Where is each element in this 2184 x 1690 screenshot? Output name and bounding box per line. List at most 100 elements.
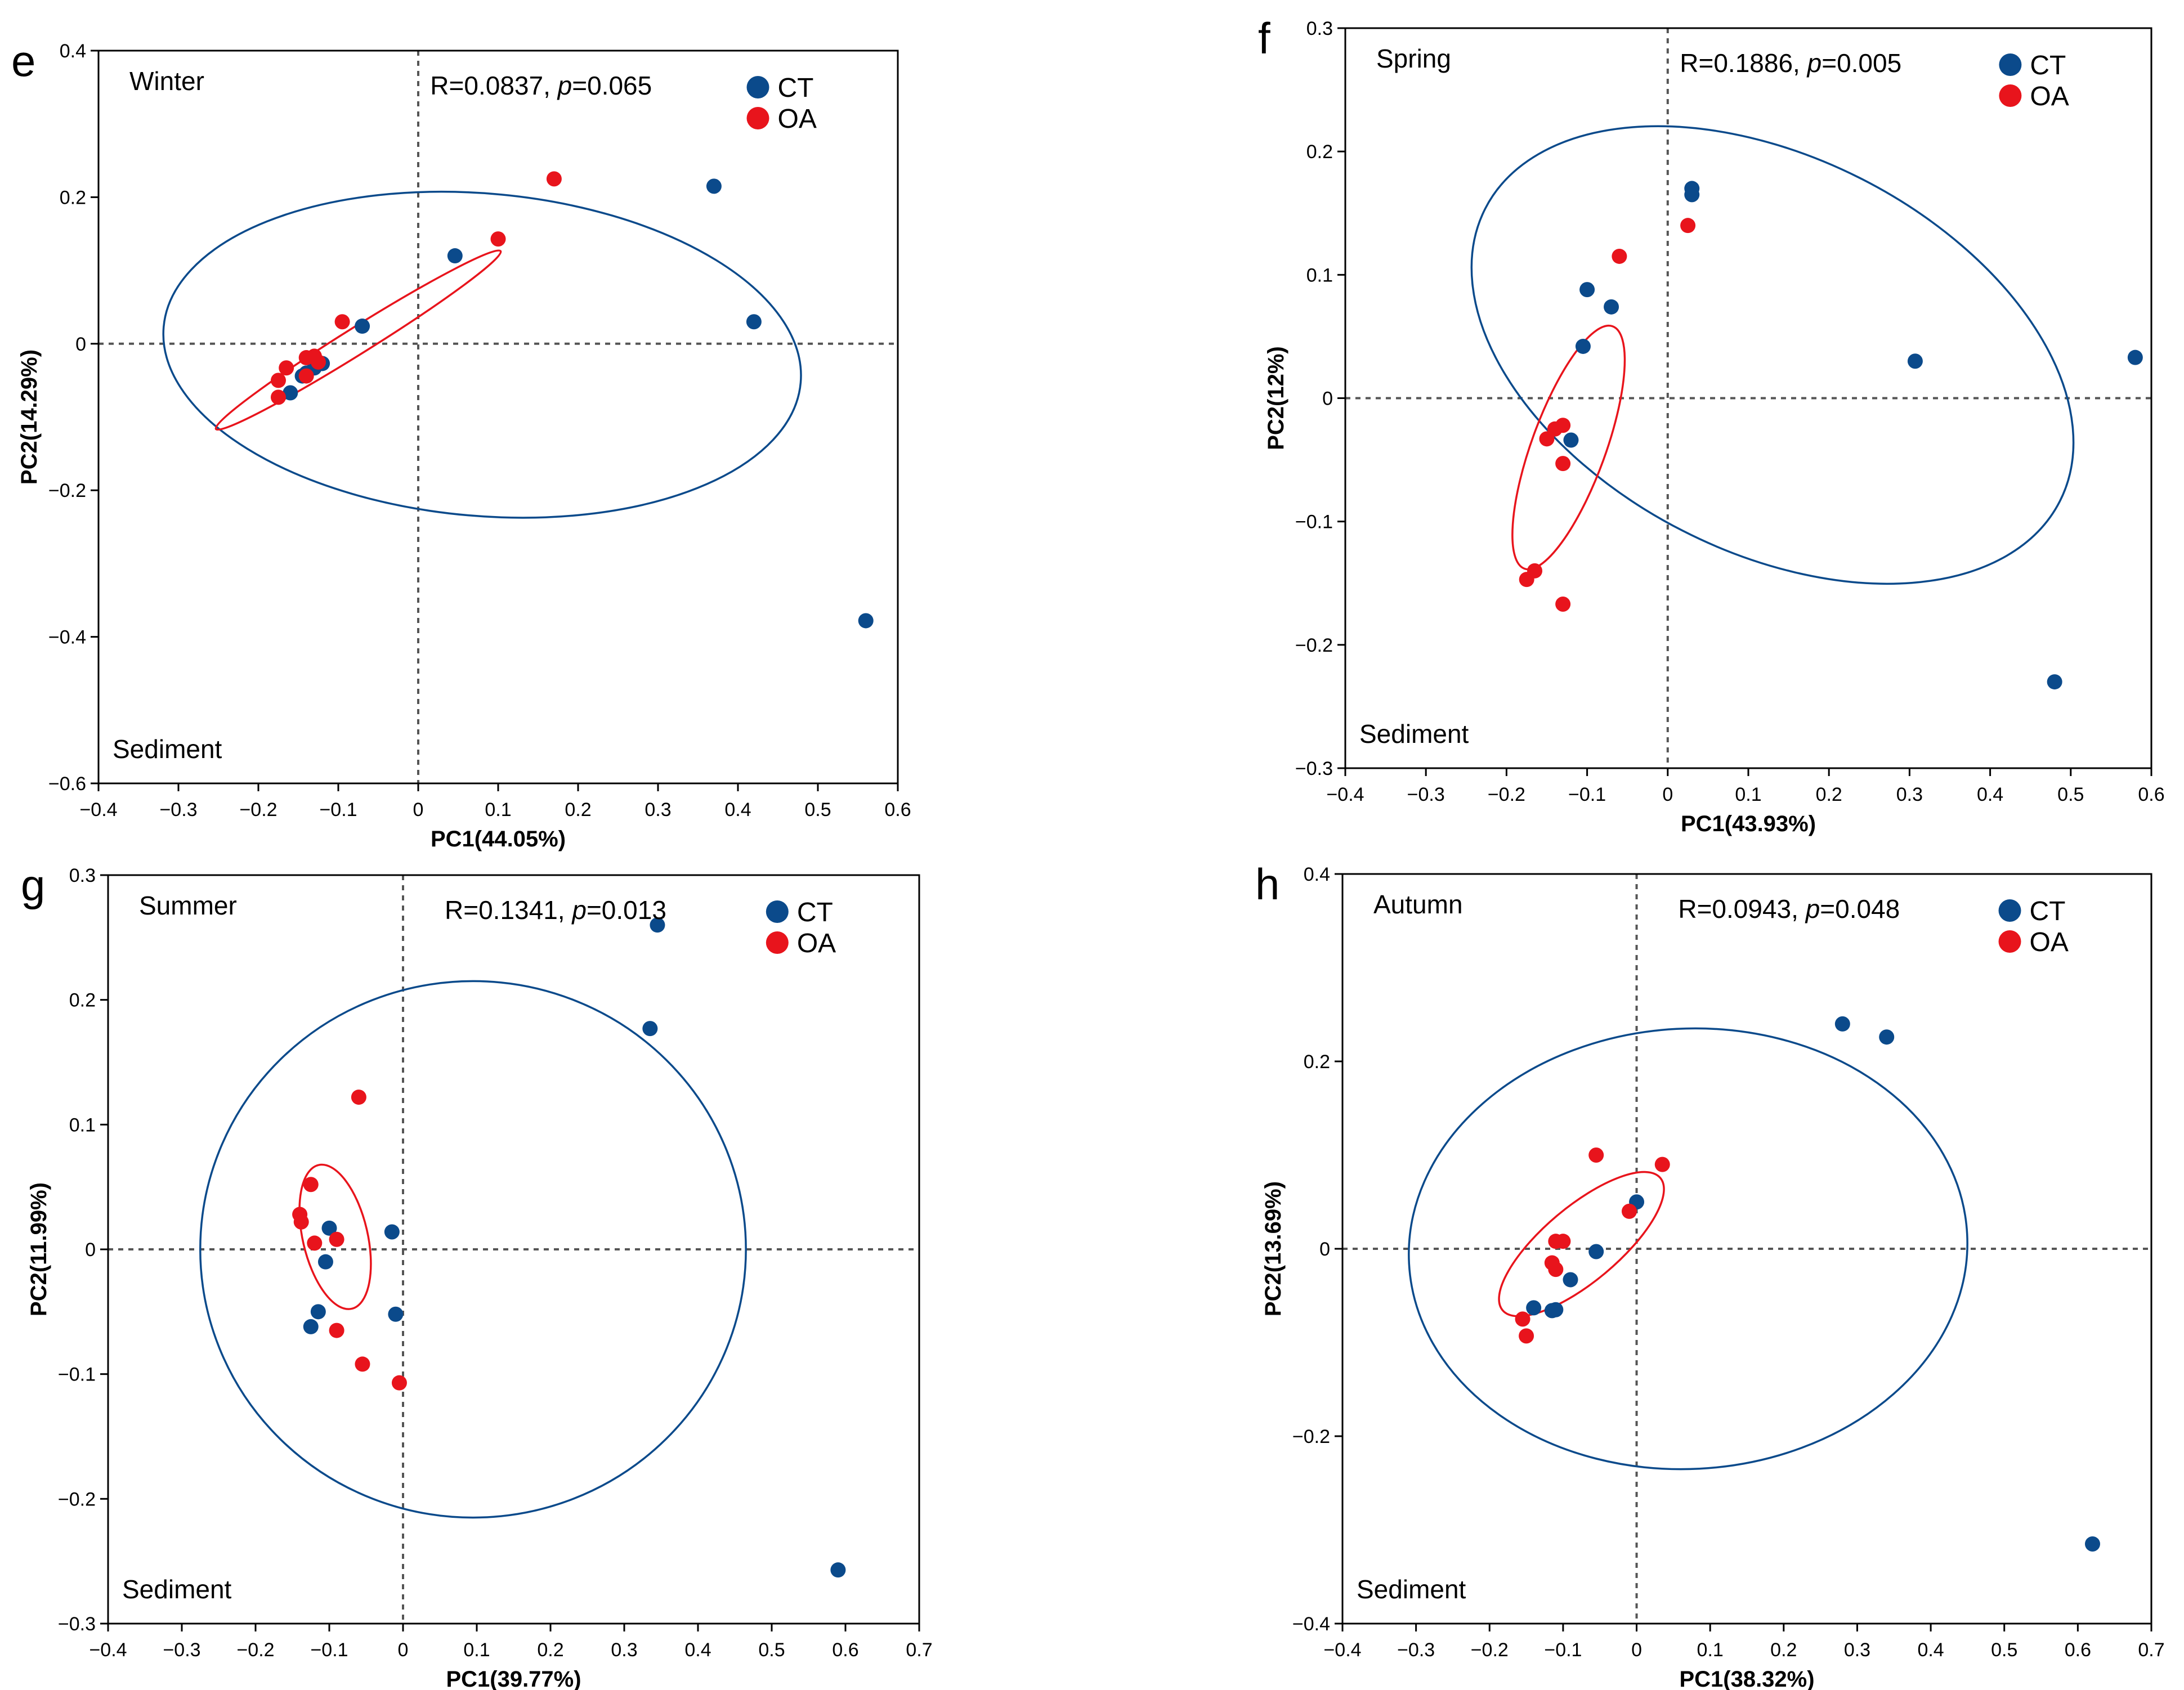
x-tick-label: 0 — [1631, 1639, 1642, 1661]
confidence-ellipse-ct — [1470, 125, 2075, 585]
stat-p-symbol: p — [1806, 48, 1822, 78]
y-tick-label: −0.2 — [1292, 1426, 1330, 1447]
x-tick-label: 0.2 — [1816, 784, 1842, 805]
data-point-ct — [447, 248, 463, 264]
data-point-ct — [303, 1319, 319, 1334]
stat-r-text: R=0.0943, — [1678, 894, 1805, 924]
legend-marker-ct — [1998, 899, 2021, 922]
data-point-oa — [303, 1177, 319, 1193]
legend-label-ct: CT — [797, 898, 833, 927]
x-tick-label: −0.2 — [1471, 1639, 1509, 1661]
statistics-annotation: R=0.1886, p=0.005 — [1680, 48, 1901, 78]
data-point-ct — [1834, 1016, 1850, 1032]
legend-marker-oa — [746, 107, 769, 129]
data-point-oa — [1555, 456, 1571, 472]
x-tick-label: 0.3 — [1896, 784, 1923, 805]
x-axis-label: PC1(38.32%) — [1679, 1667, 1814, 1690]
data-point-oa — [1519, 572, 1534, 588]
x-tick-label: 0.1 — [1735, 784, 1761, 805]
x-tick-label: 0.4 — [1977, 784, 2003, 805]
x-tick-label: 0.5 — [2057, 784, 2084, 805]
x-tick-label: 0.2 — [537, 1639, 563, 1661]
y-tick-label: 0.1 — [69, 1114, 96, 1136]
x-tick-label: −0.2 — [236, 1639, 274, 1661]
x-tick-label: 0.4 — [684, 1639, 711, 1661]
data-point-ct — [384, 1224, 400, 1240]
statistics-annotation: R=0.0943, p=0.048 — [1678, 894, 1900, 924]
x-tick-label: −0.1 — [319, 799, 357, 821]
x-tick-label: 0.4 — [724, 799, 751, 821]
statistics-annotation: R=0.1341, p=0.013 — [445, 895, 666, 925]
panel-h: h −0.4 −0.3 −0.2 −0.1 0 0.1 0.2 0.3 0.4 0.5 0.6 0.7 −… — [1255, 859, 2165, 1690]
data-point-ct — [1604, 299, 1619, 315]
stat-r-text: R=0.1886, — [1680, 48, 1807, 78]
data-point-ct — [858, 613, 874, 629]
sample-type-label: Sediment — [1359, 719, 1469, 748]
season-title: Winter — [129, 66, 204, 96]
data-point-ct — [1588, 1244, 1604, 1259]
data-point-ct — [706, 178, 722, 194]
y-tick-label: −0.1 — [1295, 512, 1333, 533]
data-point-ct — [1684, 187, 1700, 203]
y-tick-label: −0.4 — [1292, 1613, 1330, 1635]
season-title: Spring — [1376, 44, 1451, 73]
stat-p-value: =0.065 — [572, 71, 652, 100]
confidence-ellipse-ct — [162, 190, 802, 519]
x-tick-label: −0.4 — [1323, 1639, 1361, 1661]
x-tick-label: 0.4 — [1917, 1639, 1944, 1661]
legend-marker-ct — [766, 900, 789, 923]
data-point-oa — [311, 354, 326, 370]
x-tick-label: 0.5 — [758, 1639, 785, 1661]
x-tick-label: −0.4 — [89, 1639, 127, 1661]
legend-marker-oa — [1999, 84, 2022, 107]
data-point-oa — [307, 1235, 323, 1251]
x-axis-label: PC1(44.05%) — [431, 827, 566, 851]
x-tick-label: 0 — [398, 1639, 409, 1661]
legend-marker-ct — [746, 76, 769, 98]
data-point-ct — [2047, 674, 2062, 690]
panel-f: f −0.4 −0.3 −0.2 −0.1 0 0.1 0.2 0.3 0.4 0.5 0.6 −0.3… — [1258, 14, 2165, 836]
panel-g: g −0.4 −0.3 −0.2 −0.1 0 0.1 0.2 0.3 0.4 0.5 0.6 0.7 −… — [21, 860, 933, 1690]
data-point-ct — [1907, 353, 1923, 369]
x-tick-label: −0.4 — [1326, 784, 1364, 805]
legend-label-ct: CT — [2030, 896, 2066, 926]
data-point-oa — [1519, 1328, 1534, 1344]
data-point-ct — [1879, 1029, 1895, 1045]
data-point-oa — [351, 1090, 366, 1105]
y-tick-label: 0.3 — [69, 865, 96, 886]
y-tick-label: 0 — [1322, 388, 1333, 410]
stat-r-text: R=0.0837, — [430, 71, 557, 100]
y-tick-label: −0.6 — [48, 773, 86, 795]
y-tick-label: −0.3 — [58, 1613, 96, 1635]
x-tick-label: −0.2 — [239, 799, 277, 821]
confidence-ellipse-ct — [1408, 1027, 1968, 1471]
legend-label-oa: OA — [2030, 82, 2069, 111]
legend-label-ct: CT — [778, 73, 814, 103]
y-tick-label: 0.2 — [1306, 141, 1333, 163]
stat-p-value: =0.005 — [1822, 48, 1901, 78]
panel-letter: h — [1255, 859, 1279, 909]
data-point-ct — [317, 1254, 333, 1270]
data-point-oa — [355, 1356, 370, 1372]
data-point-ct — [642, 1021, 658, 1037]
data-point-ct — [650, 917, 665, 933]
confidence-ellipse-oa — [214, 249, 502, 431]
legend-marker-ct — [1999, 53, 2022, 76]
data-point-ct — [355, 319, 370, 334]
confidence-ellipse-ct — [199, 980, 747, 1519]
stat-p-symbol: p — [557, 71, 572, 100]
x-tick-label: −0.1 — [1568, 784, 1606, 805]
data-point-oa — [271, 389, 286, 405]
x-tick-label: 0.5 — [1991, 1639, 2017, 1661]
x-tick-label: 0.7 — [906, 1639, 932, 1661]
data-point-oa — [329, 1323, 344, 1338]
y-tick-label: 0.2 — [1304, 1051, 1330, 1073]
x-tick-label: 0.3 — [1844, 1639, 1870, 1661]
data-point-oa — [1612, 248, 1627, 264]
data-point-oa — [334, 314, 350, 330]
data-point-ct — [2084, 1536, 2100, 1552]
data-point-oa — [298, 350, 314, 366]
legend-label-oa: OA — [778, 104, 817, 134]
